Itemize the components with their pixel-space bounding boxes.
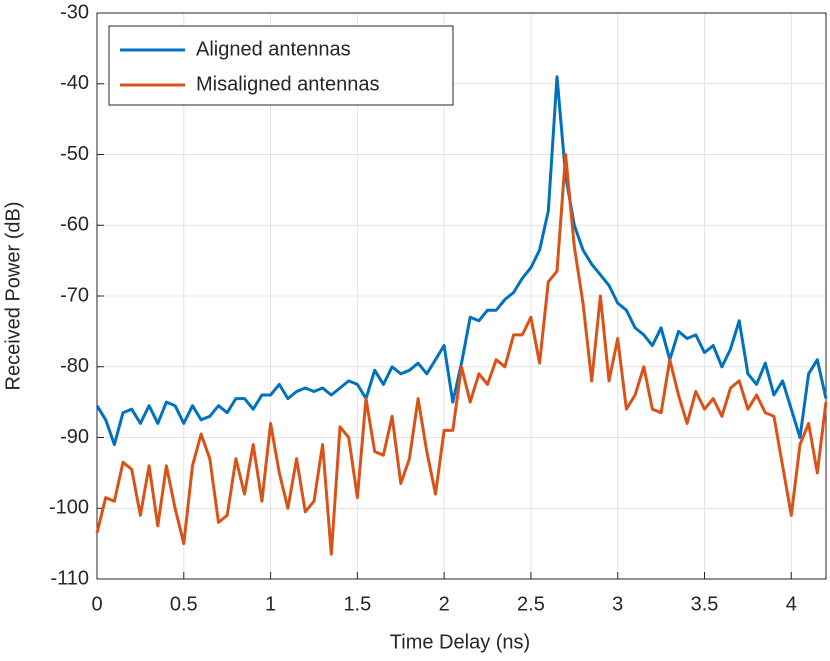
plot-frame [96,12,827,580]
x-tick-label: 3.5 [691,593,719,615]
y-tick-label: -60 [60,214,89,236]
y-tick-label: -110 [50,567,89,589]
data-line [95,75,828,447]
y-tick-label: -40 [60,72,89,94]
y-tick-label: -70 [60,284,89,306]
y-tick-label: -90 [60,426,89,448]
x-tick-label: 2.5 [517,593,545,615]
legend-label: Aligned antennas [196,38,351,60]
legend-label: Misaligned antennas [196,73,379,95]
x-tick-label: 1.5 [343,593,371,615]
y-tick-label: -100 [49,497,89,519]
x-tick-label: 2 [439,593,450,615]
x-tick-label: 0.5 [170,593,198,615]
y-tick-label: -30 [60,1,89,23]
x-tick-label: 3 [612,593,623,615]
legend-box [108,25,454,106]
y-tick-label: -80 [60,355,89,377]
data-line [95,153,828,556]
x-axis-label: Time Delay (ns) [390,631,530,653]
y-axis-label: Received Power (dB) [2,202,24,391]
x-tick-label: 4 [786,593,797,615]
y-tick-label: -50 [60,143,89,165]
x-tick-label: 1 [265,593,276,615]
x-tick-label: 0 [91,593,102,615]
